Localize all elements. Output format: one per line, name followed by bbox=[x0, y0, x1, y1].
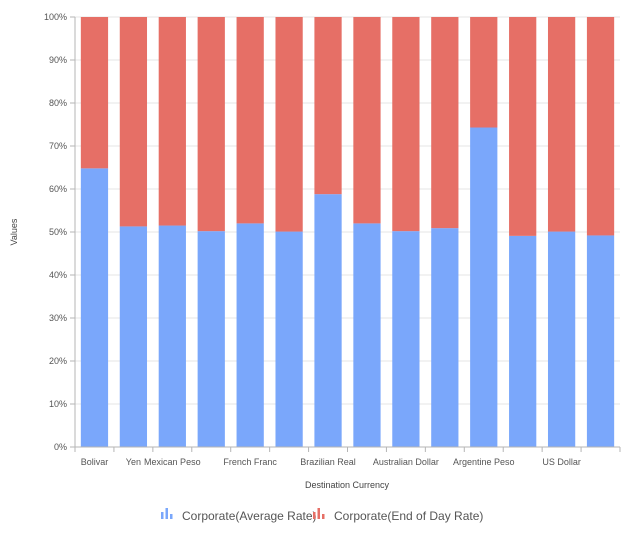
x-tick-label: Australian Dollar bbox=[373, 457, 439, 467]
x-tick-label: French Franc bbox=[223, 457, 277, 467]
y-tick-label: 10% bbox=[49, 399, 67, 409]
y-tick-label: 80% bbox=[49, 98, 67, 108]
bar-average-rate bbox=[80, 168, 109, 448]
bar-average-rate bbox=[236, 223, 264, 447]
x-tick-label: Yen bbox=[126, 457, 141, 467]
bar-end-of-day-rate bbox=[470, 17, 498, 128]
bar-end-of-day-rate bbox=[275, 17, 303, 232]
y-tick-label: 50% bbox=[49, 227, 67, 237]
bar-average-rate bbox=[119, 226, 148, 447]
bar-end-of-day-rate bbox=[392, 17, 420, 232]
y-tick-label: 30% bbox=[49, 313, 67, 323]
y-tick-label: 60% bbox=[49, 184, 67, 194]
legend-item-end-of-day-rate[interactable]: Corporate(End of Day Rate) bbox=[313, 508, 483, 523]
x-tick-label: Mexican Peso bbox=[144, 457, 201, 467]
legend-label-end-of-day-rate: Corporate(End of Day Rate) bbox=[334, 509, 483, 523]
x-tick-label: Argentine Peso bbox=[453, 457, 515, 467]
bar-end-of-day-rate bbox=[197, 17, 225, 232]
x-tick-labels: Bolivar Yen Mexican Peso French Franc Brazil… bbox=[74, 447, 621, 467]
y-tick-label: 100% bbox=[44, 12, 67, 22]
y-tick-label: 70% bbox=[49, 141, 67, 151]
bar-end-of-day-rate bbox=[158, 17, 186, 226]
x-tick-label: Brazilian Real bbox=[300, 457, 356, 467]
bar-average-rate bbox=[158, 225, 186, 447]
grid-lines bbox=[70, 16, 620, 448]
bar-end-of-day-rate bbox=[586, 17, 615, 236]
legend[interactable]: Corporate(Average Rate) Corporate(End of… bbox=[161, 508, 483, 523]
bar-end-of-day-rate bbox=[431, 17, 459, 229]
legend-bar-icon-average-rate bbox=[161, 508, 173, 519]
bar-average-rate bbox=[275, 231, 303, 447]
bar-average-rate bbox=[314, 194, 342, 447]
y-tick-label: 20% bbox=[49, 356, 67, 366]
bar-average-rate bbox=[586, 235, 615, 447]
bar-marks bbox=[80, 17, 615, 448]
y-tick-label: 0% bbox=[54, 442, 67, 452]
y-tick-labels: 0% 10% 20% 30% 40% 50% 60% 70% 80% 90% 100% bbox=[44, 12, 67, 452]
bar-average-rate bbox=[353, 223, 381, 447]
legend-item-average-rate[interactable]: Corporate(Average Rate) bbox=[161, 508, 317, 523]
y-axis-title: Values bbox=[9, 218, 19, 245]
x-tick-label: US Dollar bbox=[542, 457, 581, 467]
bar-end-of-day-rate bbox=[353, 17, 381, 224]
x-tick-label: Bolivar bbox=[81, 457, 109, 467]
bar-average-rate bbox=[392, 231, 420, 447]
bar-end-of-day-rate bbox=[119, 17, 148, 227]
legend-bar-icon-end-of-day-rate bbox=[313, 508, 325, 519]
legend-label-average-rate: Corporate(Average Rate) bbox=[182, 509, 317, 523]
y-tick-label: 90% bbox=[49, 55, 67, 65]
y-tick-label: 40% bbox=[49, 270, 67, 280]
bar-average-rate bbox=[509, 235, 537, 447]
bar-average-rate bbox=[547, 231, 576, 447]
bar-end-of-day-rate bbox=[547, 17, 576, 232]
x-axis-title: Destination Currency bbox=[305, 480, 390, 490]
bar-average-rate bbox=[470, 127, 498, 447]
bar-end-of-day-rate bbox=[80, 17, 109, 169]
bar-average-rate bbox=[197, 231, 225, 447]
bar-average-rate bbox=[431, 228, 459, 447]
bar-end-of-day-rate bbox=[509, 17, 537, 236]
bar-end-of-day-rate bbox=[314, 17, 342, 195]
bar-end-of-day-rate bbox=[236, 17, 264, 224]
